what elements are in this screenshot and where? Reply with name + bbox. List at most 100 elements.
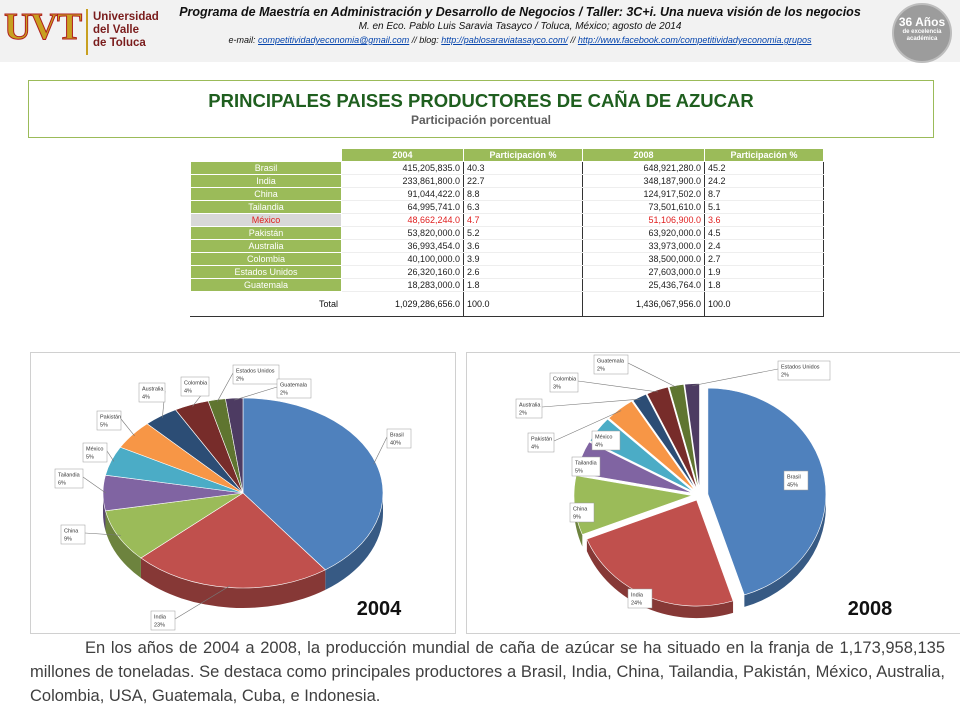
value-2008-cell: 1,436,067,956.0 (582, 291, 705, 317)
country-cell: Pakistán (190, 226, 342, 240)
pie-category-label: Colombia (184, 381, 208, 387)
pie-label-box (627, 588, 653, 609)
table-row: China 91,044,422.0 8.8 124,917,502.0 8.7 (190, 187, 824, 201)
pie-label-layer: Brasil 40% India 23% China 9% Tailandia 6% Méxic… (54, 364, 412, 631)
pie-label-box (593, 354, 629, 375)
country-cell: México (190, 213, 342, 227)
seal-number: 36 Años (898, 15, 946, 29)
pie-label-box (138, 382, 166, 403)
pie-label-leader (541, 398, 641, 408)
value-2004-cell: 233,861,800.0 (341, 174, 464, 188)
pie-label-box (515, 398, 543, 419)
pie-label-leader (84, 532, 121, 536)
pie-label-box (96, 410, 122, 431)
pie-value-label: 5% (100, 423, 108, 429)
pie-value-label: 2% (781, 373, 789, 379)
pie-label-box (180, 376, 210, 397)
pie-label-box (591, 430, 621, 451)
pie-value-label: 40% (390, 441, 401, 447)
pie-label-leader (692, 368, 779, 387)
page-subtitle: Participación porcentual (410, 113, 552, 127)
pie-value-label: 24% (631, 601, 642, 607)
table-row: Colombia 40,100,000.0 3.9 38,500,000.0 2.7 (190, 252, 824, 266)
country-cell: Colombia (190, 252, 342, 266)
share-2008-cell: 45.2 (704, 161, 824, 175)
chart-year-label-2004: 2004 (357, 598, 402, 620)
country-cell: Tailandia (190, 200, 342, 214)
pie-label-leader (120, 418, 135, 437)
share-2004-cell: 3.9 (463, 252, 583, 266)
blog-prefix: // blog: (409, 35, 442, 45)
share-2004-cell: 3.6 (463, 239, 583, 253)
pie-slice-colombia (646, 386, 698, 490)
value-2004-cell: 36,993,454.0 (341, 239, 464, 253)
value-2008-cell: 63,920,000.0 (582, 226, 705, 240)
pie-value-label: 9% (573, 515, 581, 521)
email-link[interactable]: competitividadyeconomia@gmail.com (258, 35, 410, 45)
production-table: 2004 Participación % 2008 Participación … (190, 148, 824, 317)
country-cell: China (190, 187, 342, 201)
chart-year-label-2008: 2008 (848, 598, 893, 620)
country-cell: Total (190, 291, 342, 317)
value-2004-cell: 91,044,422.0 (341, 187, 464, 201)
pie-label-box (569, 502, 595, 523)
pie-label-layer: Brasil 45% India 24% China 9% Tailandia 5% Méxic… (515, 354, 831, 609)
pie-value-label: 6% (58, 481, 66, 487)
pie-label-box (82, 442, 108, 463)
pie-category-label: Colombia (553, 377, 577, 383)
table-row: Brasil 415,205,835.0 40.3 648,921,280.0 45.2 (190, 161, 824, 175)
pie-category-label: Australia (519, 403, 541, 409)
pie-label-box (783, 470, 809, 491)
table-row: India 233,861,800.0 22.7 348,187,900.0 24.2 (190, 174, 824, 188)
pie-label-box (386, 428, 412, 449)
pie-category-label: China (573, 507, 588, 513)
pie-label-leader (627, 362, 677, 388)
pie-top-layer (102, 397, 384, 589)
facebook-link[interactable]: http://www.facebook.com/competitividadye… (577, 35, 812, 45)
email-prefix: e-mail: (228, 35, 259, 45)
university-logo[interactable]: UVT Universidad del Valle de Toluca (3, 3, 159, 58)
table-row: Pakistán 53,820,000.0 5.2 63,920,000.0 4.5 (190, 226, 824, 240)
country-cell: Australia (190, 239, 342, 253)
table-header-2004: 2004 (341, 148, 464, 162)
pie-value-label: 2% (597, 367, 605, 373)
value-2008-cell: 33,973,000.0 (582, 239, 705, 253)
pie-value-label: 2% (280, 391, 288, 397)
table-body: Brasil 415,205,835.0 40.3 648,921,280.0 45.2… (190, 161, 824, 317)
value-2008-cell: 124,917,502.0 (582, 187, 705, 201)
share-2008-cell: 2.4 (704, 239, 824, 253)
logo-university-name: Universidad del Valle de Toluca (93, 11, 159, 49)
share-2008-cell: 100.0 (704, 291, 824, 317)
summary-paragraph: En los años de 2004 a 2008, la producció… (30, 639, 945, 705)
pie-value-label: 5% (575, 469, 583, 475)
table-row: Guatemala 18,283,000.0 1.8 25,436,764.0 1.8 (190, 278, 824, 292)
pie-value-label: 9% (64, 537, 72, 543)
share-2004-cell: 40.3 (463, 161, 583, 175)
pie-category-label: Guatemala (597, 359, 625, 365)
value-2008-cell: 348,187,900.0 (582, 174, 705, 188)
pie-slice-guatemala (668, 384, 699, 490)
pie-label-leader (82, 476, 106, 494)
logo-divider (86, 9, 88, 55)
logo-wordmark: UVT (3, 6, 82, 49)
table-row: México 48,662,244.0 4.7 51,106,900.0 3.6 (190, 213, 824, 227)
pie-label-leader (217, 372, 234, 402)
table-row: Tailandia 64,995,741.0 6.3 73,501,610.0 5.1 (190, 200, 824, 214)
pie-chart-2004: 2004 Brasil 40% India 23% China 9% Tailandia 6%… (30, 352, 456, 634)
table-row: Australia 36,993,454.0 3.6 33,973,000.0 2.4 (190, 239, 824, 253)
share-2008-cell: 1.9 (704, 265, 824, 279)
share-2008-cell: 1.8 (704, 278, 824, 292)
value-2004-cell: 26,320,160.0 (341, 265, 464, 279)
header-text: Programa de Maestría en Administración y… (160, 5, 880, 47)
blog-link[interactable]: http://pablosaraviatasayco.com/ (441, 35, 568, 45)
pie-value-label: 5% (86, 455, 94, 461)
pie-label-box (276, 378, 312, 399)
pie-category-label: México (595, 435, 612, 441)
share-2004-cell: 6.3 (463, 200, 583, 214)
value-2004-cell: 64,995,741.0 (341, 200, 464, 214)
pie-category-label: India (154, 615, 167, 621)
value-2004-cell: 415,205,835.0 (341, 161, 464, 175)
country-cell: Guatemala (190, 278, 342, 292)
pie-category-label: Pakistán (100, 415, 121, 421)
value-2004-cell: 18,283,000.0 (341, 278, 464, 292)
